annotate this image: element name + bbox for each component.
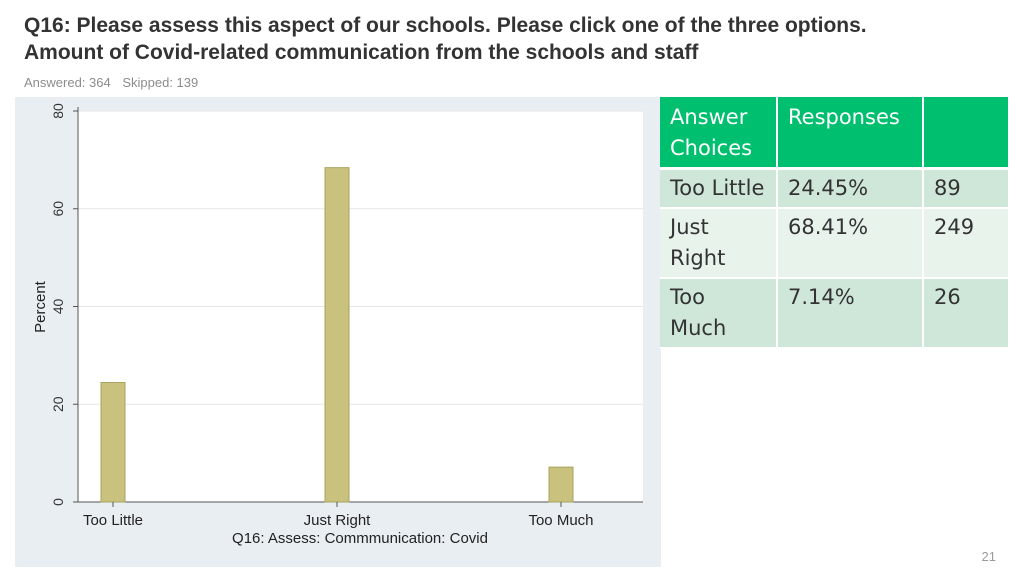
x-tick-label: Just Right (304, 512, 372, 529)
response-count-cell: 89 (924, 170, 1010, 209)
response-count-cell: 26 (924, 279, 1010, 349)
header-responses: Responses (778, 97, 924, 170)
question-title-line1: Q16: Please assess this aspect of our sc… (24, 14, 867, 37)
header-answer-choices: Answer Choices (660, 97, 778, 170)
response-count-cell: 249 (924, 209, 1010, 279)
bar-chart-panel: 0 20 40 60 80 Too Little Just Right Too Much Q16… (15, 97, 661, 567)
y-tick-label: 0 (50, 498, 66, 506)
x-axis-title: Q16: Assess: Commmunication: Covid (232, 530, 488, 547)
page-number: 21 (981, 549, 996, 564)
x-tick-label: Too Little (83, 512, 143, 529)
bar (548, 466, 574, 503)
answered-count: Answered: 364 (24, 75, 111, 90)
y-tick-label: 40 (50, 299, 66, 315)
y-tick-label: 80 (50, 103, 66, 119)
table-header-row: Answer Choices Responses (660, 97, 1010, 170)
bar (100, 382, 126, 503)
answer-choice-cell: Just Right (660, 209, 778, 279)
answer-choice-cell: Too Much (660, 279, 778, 349)
table-row: Too Little 24.45% 89 (660, 170, 1010, 209)
header-count (924, 97, 1010, 170)
responses-table: Answer Choices Responses Too Little 24.4… (660, 97, 1010, 349)
question-title: Q16: Please assess this aspect of our sc… (24, 12, 984, 66)
table-row: Too Much 7.14% 26 (660, 279, 1010, 349)
response-percent-cell: 68.41% (778, 209, 924, 279)
response-percent-cell: 24.45% (778, 170, 924, 209)
y-tick-label: 60 (50, 201, 66, 217)
bar-chart: 0 20 40 60 80 Too Little Just Right Too Much Q16… (32, 103, 643, 547)
y-tick-label: 20 (50, 396, 66, 412)
response-percent-cell: 7.14% (778, 279, 924, 349)
response-summary: Answered: 364 Skipped: 139 (24, 75, 206, 90)
question-title-line2: Amount of Covid-related communication fr… (24, 41, 699, 64)
answer-choice-cell: Too Little (660, 170, 778, 209)
skipped-count: Skipped: 139 (122, 75, 199, 90)
table-row: Just Right 68.41% 249 (660, 209, 1010, 279)
bar (324, 167, 350, 503)
y-axis-title: Percent (32, 280, 49, 333)
x-tick-label: Too Much (528, 512, 593, 529)
